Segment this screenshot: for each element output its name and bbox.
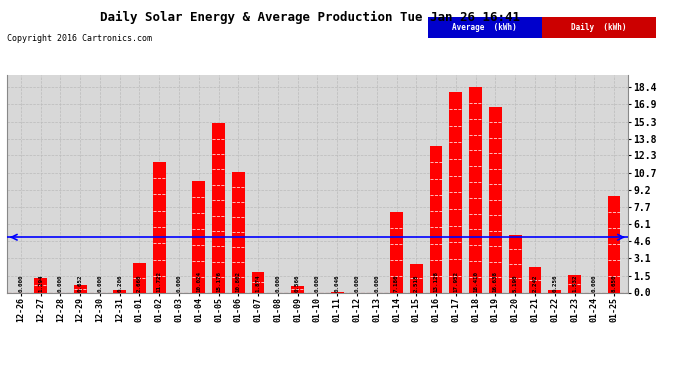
Bar (489, 107, 502, 292)
Text: 8.650: 8.650 (611, 274, 617, 292)
Text: Copyright 2016 Cartronics.com: Copyright 2016 Cartronics.com (7, 34, 152, 43)
Bar (509, 235, 522, 292)
Bar (232, 172, 245, 292)
Text: 0.000: 0.000 (18, 274, 23, 292)
Text: 5.190: 5.190 (513, 274, 518, 292)
Bar (469, 87, 482, 292)
Text: 18.410: 18.410 (473, 271, 478, 292)
Text: 7.186: 7.186 (394, 274, 399, 292)
Text: 17.952: 17.952 (453, 271, 458, 292)
Text: 0.000: 0.000 (374, 274, 380, 292)
Text: Daily  (kWh): Daily (kWh) (571, 22, 627, 32)
Bar (74, 285, 86, 292)
Text: 11.722: 11.722 (157, 271, 161, 292)
Bar (410, 264, 423, 292)
Text: 0.000: 0.000 (315, 274, 320, 292)
Text: 2.660: 2.660 (137, 274, 142, 292)
Text: 0.566: 0.566 (295, 274, 300, 292)
Bar (252, 272, 264, 292)
Bar (113, 290, 126, 292)
Text: 0.652: 0.652 (77, 274, 83, 292)
Text: 0.000: 0.000 (592, 274, 597, 292)
Text: 2.242: 2.242 (533, 274, 538, 292)
Text: 15.176: 15.176 (216, 271, 221, 292)
Text: 1.874: 1.874 (255, 274, 261, 292)
Text: 0.000: 0.000 (177, 274, 181, 292)
Bar (390, 212, 403, 292)
Text: 10.024: 10.024 (196, 271, 201, 292)
Text: 10.802: 10.802 (236, 271, 241, 292)
Bar (133, 263, 146, 292)
Bar (193, 181, 205, 292)
Bar (34, 278, 47, 292)
Bar (430, 146, 442, 292)
Text: 0.256: 0.256 (552, 274, 558, 292)
Bar (291, 286, 304, 292)
Text: 0.000: 0.000 (355, 274, 359, 292)
Text: 0.000: 0.000 (58, 274, 63, 292)
Text: 2.518: 2.518 (414, 274, 419, 292)
Text: 16.638: 16.638 (493, 271, 498, 292)
Bar (152, 162, 166, 292)
Bar (608, 196, 620, 292)
Text: 1.294: 1.294 (38, 274, 43, 292)
Bar (549, 290, 561, 292)
Text: 0.000: 0.000 (275, 274, 280, 292)
Text: Average  (kWh): Average (kWh) (453, 22, 517, 32)
Bar (529, 267, 542, 292)
Bar (449, 92, 462, 292)
Text: 0.046: 0.046 (335, 274, 339, 292)
Bar (212, 123, 225, 292)
Text: 1.532: 1.532 (572, 274, 577, 292)
Text: Daily Solar Energy & Average Production Tue Jan 26 16:41: Daily Solar Energy & Average Production … (101, 11, 520, 24)
Text: 13.128: 13.128 (433, 271, 439, 292)
Bar (568, 275, 581, 292)
Text: 0.000: 0.000 (97, 274, 102, 292)
Text: 0.206: 0.206 (117, 274, 122, 292)
